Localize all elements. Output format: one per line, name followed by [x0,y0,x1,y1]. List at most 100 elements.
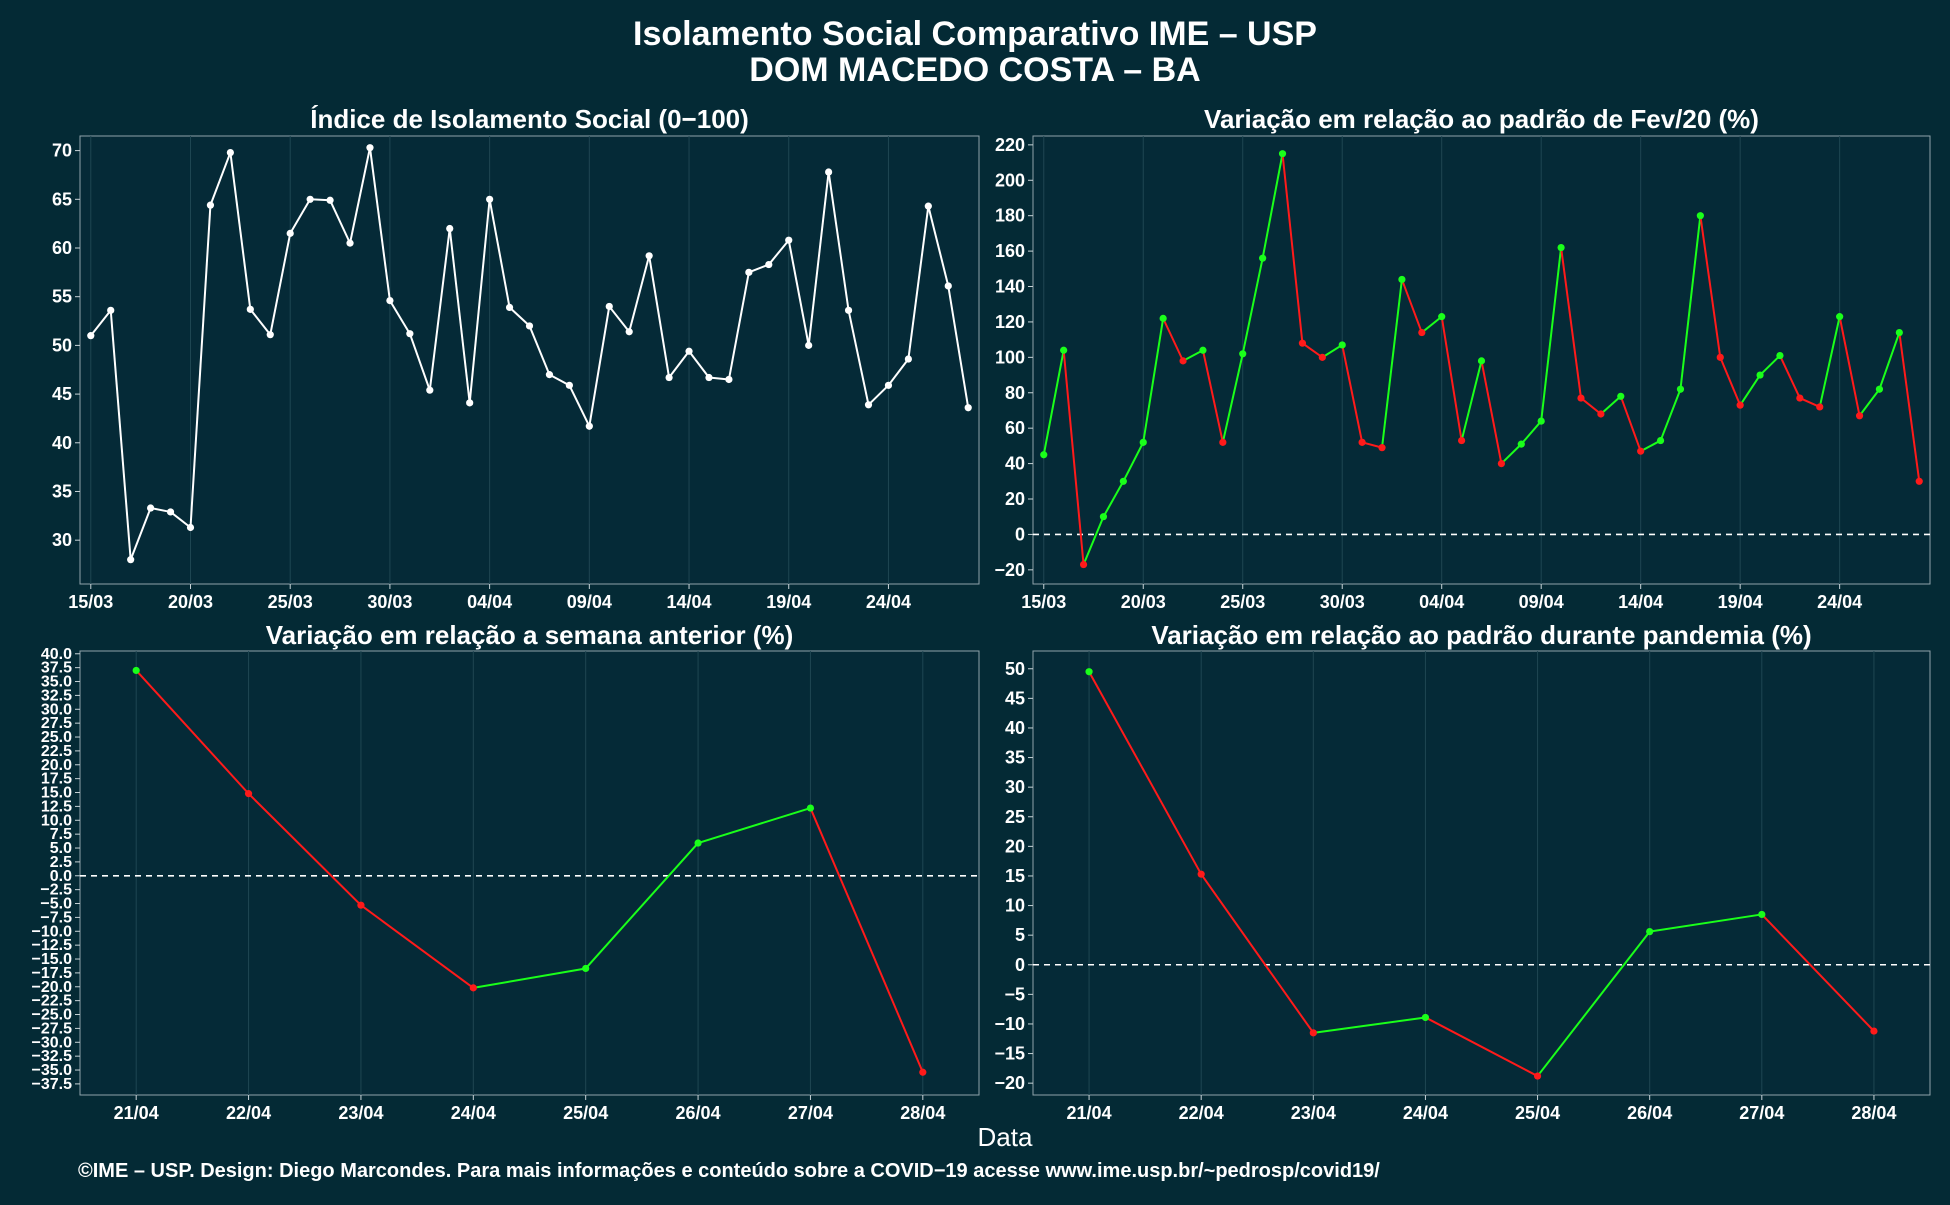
series-segment [1761,913,1875,1032]
y-tick-label: 22.5 [41,743,72,760]
panel-title: Variação em relação ao padrão de Fev/20 … [1204,104,1759,134]
series-segment [408,333,431,391]
data-point [1079,560,1088,569]
data-point [1398,275,1406,284]
series-segment [1898,332,1921,482]
series-segment [528,325,551,375]
data-point [1199,346,1207,354]
series-segment [727,272,750,380]
series-segment [1321,344,1343,359]
data-point [1119,477,1127,485]
data-point [466,399,474,407]
x-tick-label: 15/03 [68,592,113,612]
series-segment [1381,279,1403,448]
data-point [306,195,314,203]
y-tick-label: −15.0 [32,951,73,968]
y-tick-label: 2.5 [50,854,72,871]
data-point [1338,341,1346,349]
data-point [625,328,633,336]
x-tick-label: 23/04 [1291,1103,1336,1123]
y-tick-label: −35.0 [32,1062,73,1079]
data-point [725,375,733,384]
series-segment [648,255,671,378]
data-point [1099,513,1108,521]
series-segment [947,285,970,408]
series-segment [1719,356,1742,406]
y-tick-label: −20 [994,560,1025,580]
data-point [545,371,554,379]
y-tick-label: −12.5 [32,937,73,954]
series-segment [247,792,362,906]
panels: Índice de Isolamento Social (0−100) 15/03… [32,104,1931,1123]
y-tick-label: 100 [995,347,1025,367]
series-segment [887,358,910,386]
series-segment [1500,443,1522,465]
y-tick-label: 30 [1005,777,1025,797]
data-point [326,196,334,204]
data-point [1085,668,1093,676]
y-tick-label: 27.5 [41,715,72,732]
y-tick-label: 40 [1005,454,1025,474]
y-tick-label: 37.5 [41,660,72,677]
x-tick-label: 27/04 [1739,1103,1784,1123]
series-segment [1560,247,1582,399]
y-tick-label: 32.5 [41,687,72,704]
series-segment [1122,441,1145,482]
series-segment [508,306,531,327]
series-segment [1281,153,1304,344]
x-tick-label: 30/03 [367,592,412,612]
series-segment [1679,215,1702,390]
x-tick-label: 20/03 [1121,592,1166,612]
x-tick-label: 09/04 [567,592,612,612]
data-point [705,373,713,382]
series-segment [473,967,586,989]
data-point [366,144,374,152]
panel-3: Variação em relação a semana anterior (%… [32,620,980,1123]
data-point [605,302,613,311]
series-segment [867,384,890,406]
y-tick-label: 55 [52,287,72,307]
series-segment [588,306,611,427]
series-segment [584,842,699,970]
series-segment [628,255,651,333]
data-point [1139,438,1147,446]
series-segment [1799,397,1821,408]
y-tick-label: 20 [1005,489,1025,509]
data-point [665,373,673,382]
panel-2: Variação em relação ao padrão de Fev/20 … [994,104,1931,612]
x-tick-label: 09/04 [1519,592,1564,612]
data-point [1278,150,1287,158]
data-point [206,201,215,209]
data-point [919,1068,927,1076]
x-tick-label: 25/03 [268,592,313,612]
y-tick-label: 35.0 [41,674,72,691]
series-segment [1088,671,1203,875]
data-point [1776,351,1784,360]
series-segment [1162,317,1184,362]
y-tick-label: −5.0 [40,896,72,913]
y-tick-label: −37.5 [32,1076,73,1093]
x-tick-label: 24/04 [451,1103,496,1123]
data-point [785,236,793,244]
data-point [357,901,365,909]
data-point [1259,254,1267,262]
data-point [1597,410,1605,418]
series-segment [697,807,811,844]
data-point [426,386,434,394]
data-point [765,260,773,269]
data-point [386,296,394,305]
data-point [469,984,477,992]
y-tick-label: 30.0 [41,701,72,718]
y-tick-label: −20 [994,1073,1025,1093]
data-point [1517,440,1525,448]
y-tick-label: 80 [1005,383,1025,403]
data-point [1298,339,1307,347]
panel-4: Variação em relação ao padrão durante pa… [994,620,1931,1123]
y-tick-label: 140 [995,277,1025,297]
y-tick-label: 65 [52,189,72,209]
x-tick-label: 23/04 [338,1103,383,1123]
x-tick-label: 28/04 [1851,1103,1896,1123]
data-point [1477,357,1486,365]
data-point [964,404,972,412]
